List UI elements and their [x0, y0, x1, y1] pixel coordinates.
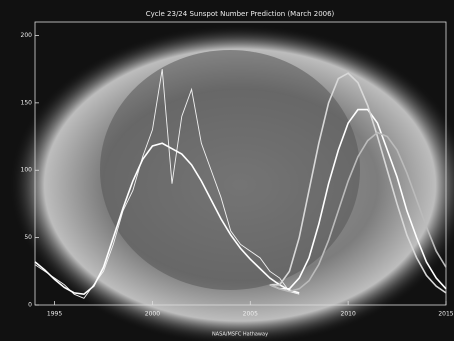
- chart: Cycle 23/24 Sunspot Number Prediction (M…: [0, 0, 454, 341]
- y-tick-label: 100: [21, 167, 33, 174]
- x-tick-label: 2000: [145, 311, 160, 318]
- x-tick-label: 2005: [243, 311, 258, 318]
- chart-title: Cycle 23/24 Sunspot Number Prediction (M…: [146, 10, 335, 18]
- x-tick-label: 2010: [341, 311, 356, 318]
- y-tick-label: 50: [24, 234, 32, 241]
- x-axis-label: NASA/MSFC Hathaway: [212, 332, 268, 338]
- y-tick-label: 150: [21, 99, 33, 106]
- y-tick-label: 200: [21, 32, 33, 39]
- x-tick-label: 2015: [438, 311, 453, 318]
- y-tick-label: 0: [28, 302, 32, 309]
- x-tick-label: 1995: [47, 311, 62, 318]
